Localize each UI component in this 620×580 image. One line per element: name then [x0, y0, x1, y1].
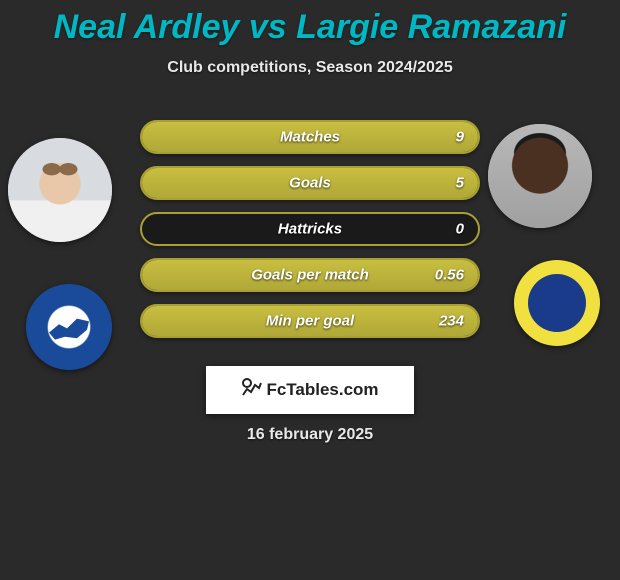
stat-label: Min per goal	[266, 313, 354, 330]
player2-club-badge	[514, 260, 600, 346]
player2-face	[488, 124, 592, 228]
stat-value-right: 9	[456, 129, 464, 146]
comparison-title: Neal Ardley vs Largie Ramazani	[0, 0, 620, 47]
stat-row-goals: Goals 5	[140, 166, 480, 200]
fctables-brand[interactable]: FcTables.com	[206, 366, 414, 414]
stat-value-right: 0	[456, 221, 464, 238]
stat-row-matches: Matches 9	[140, 120, 480, 154]
fctables-label: FcTables.com	[266, 380, 378, 400]
fctables-icon	[241, 377, 263, 404]
player1-club-badge	[26, 284, 112, 370]
stat-value-right: 5	[456, 175, 464, 192]
stat-label: Matches	[280, 129, 340, 146]
comparison-subtitle: Club competitions, Season 2024/2025	[0, 59, 620, 77]
player1-avatar	[8, 138, 112, 242]
stat-value-right: 0.56	[435, 267, 464, 284]
player2-avatar	[488, 124, 592, 228]
stat-label: Goals per match	[251, 267, 369, 284]
player1-face	[8, 138, 112, 242]
stat-row-goals-per-match: Goals per match 0.56	[140, 258, 480, 292]
stat-label: Hattricks	[278, 221, 342, 238]
stat-row-hattricks: Hattricks 0	[140, 212, 480, 246]
stats-container: Matches 9 Goals 5 Hattricks 0 Goals per …	[140, 120, 480, 350]
comparison-date: 16 february 2025	[247, 426, 373, 444]
stat-row-min-per-goal: Min per goal 234	[140, 304, 480, 338]
stat-label: Goals	[289, 175, 331, 192]
stat-value-right: 234	[439, 313, 464, 330]
